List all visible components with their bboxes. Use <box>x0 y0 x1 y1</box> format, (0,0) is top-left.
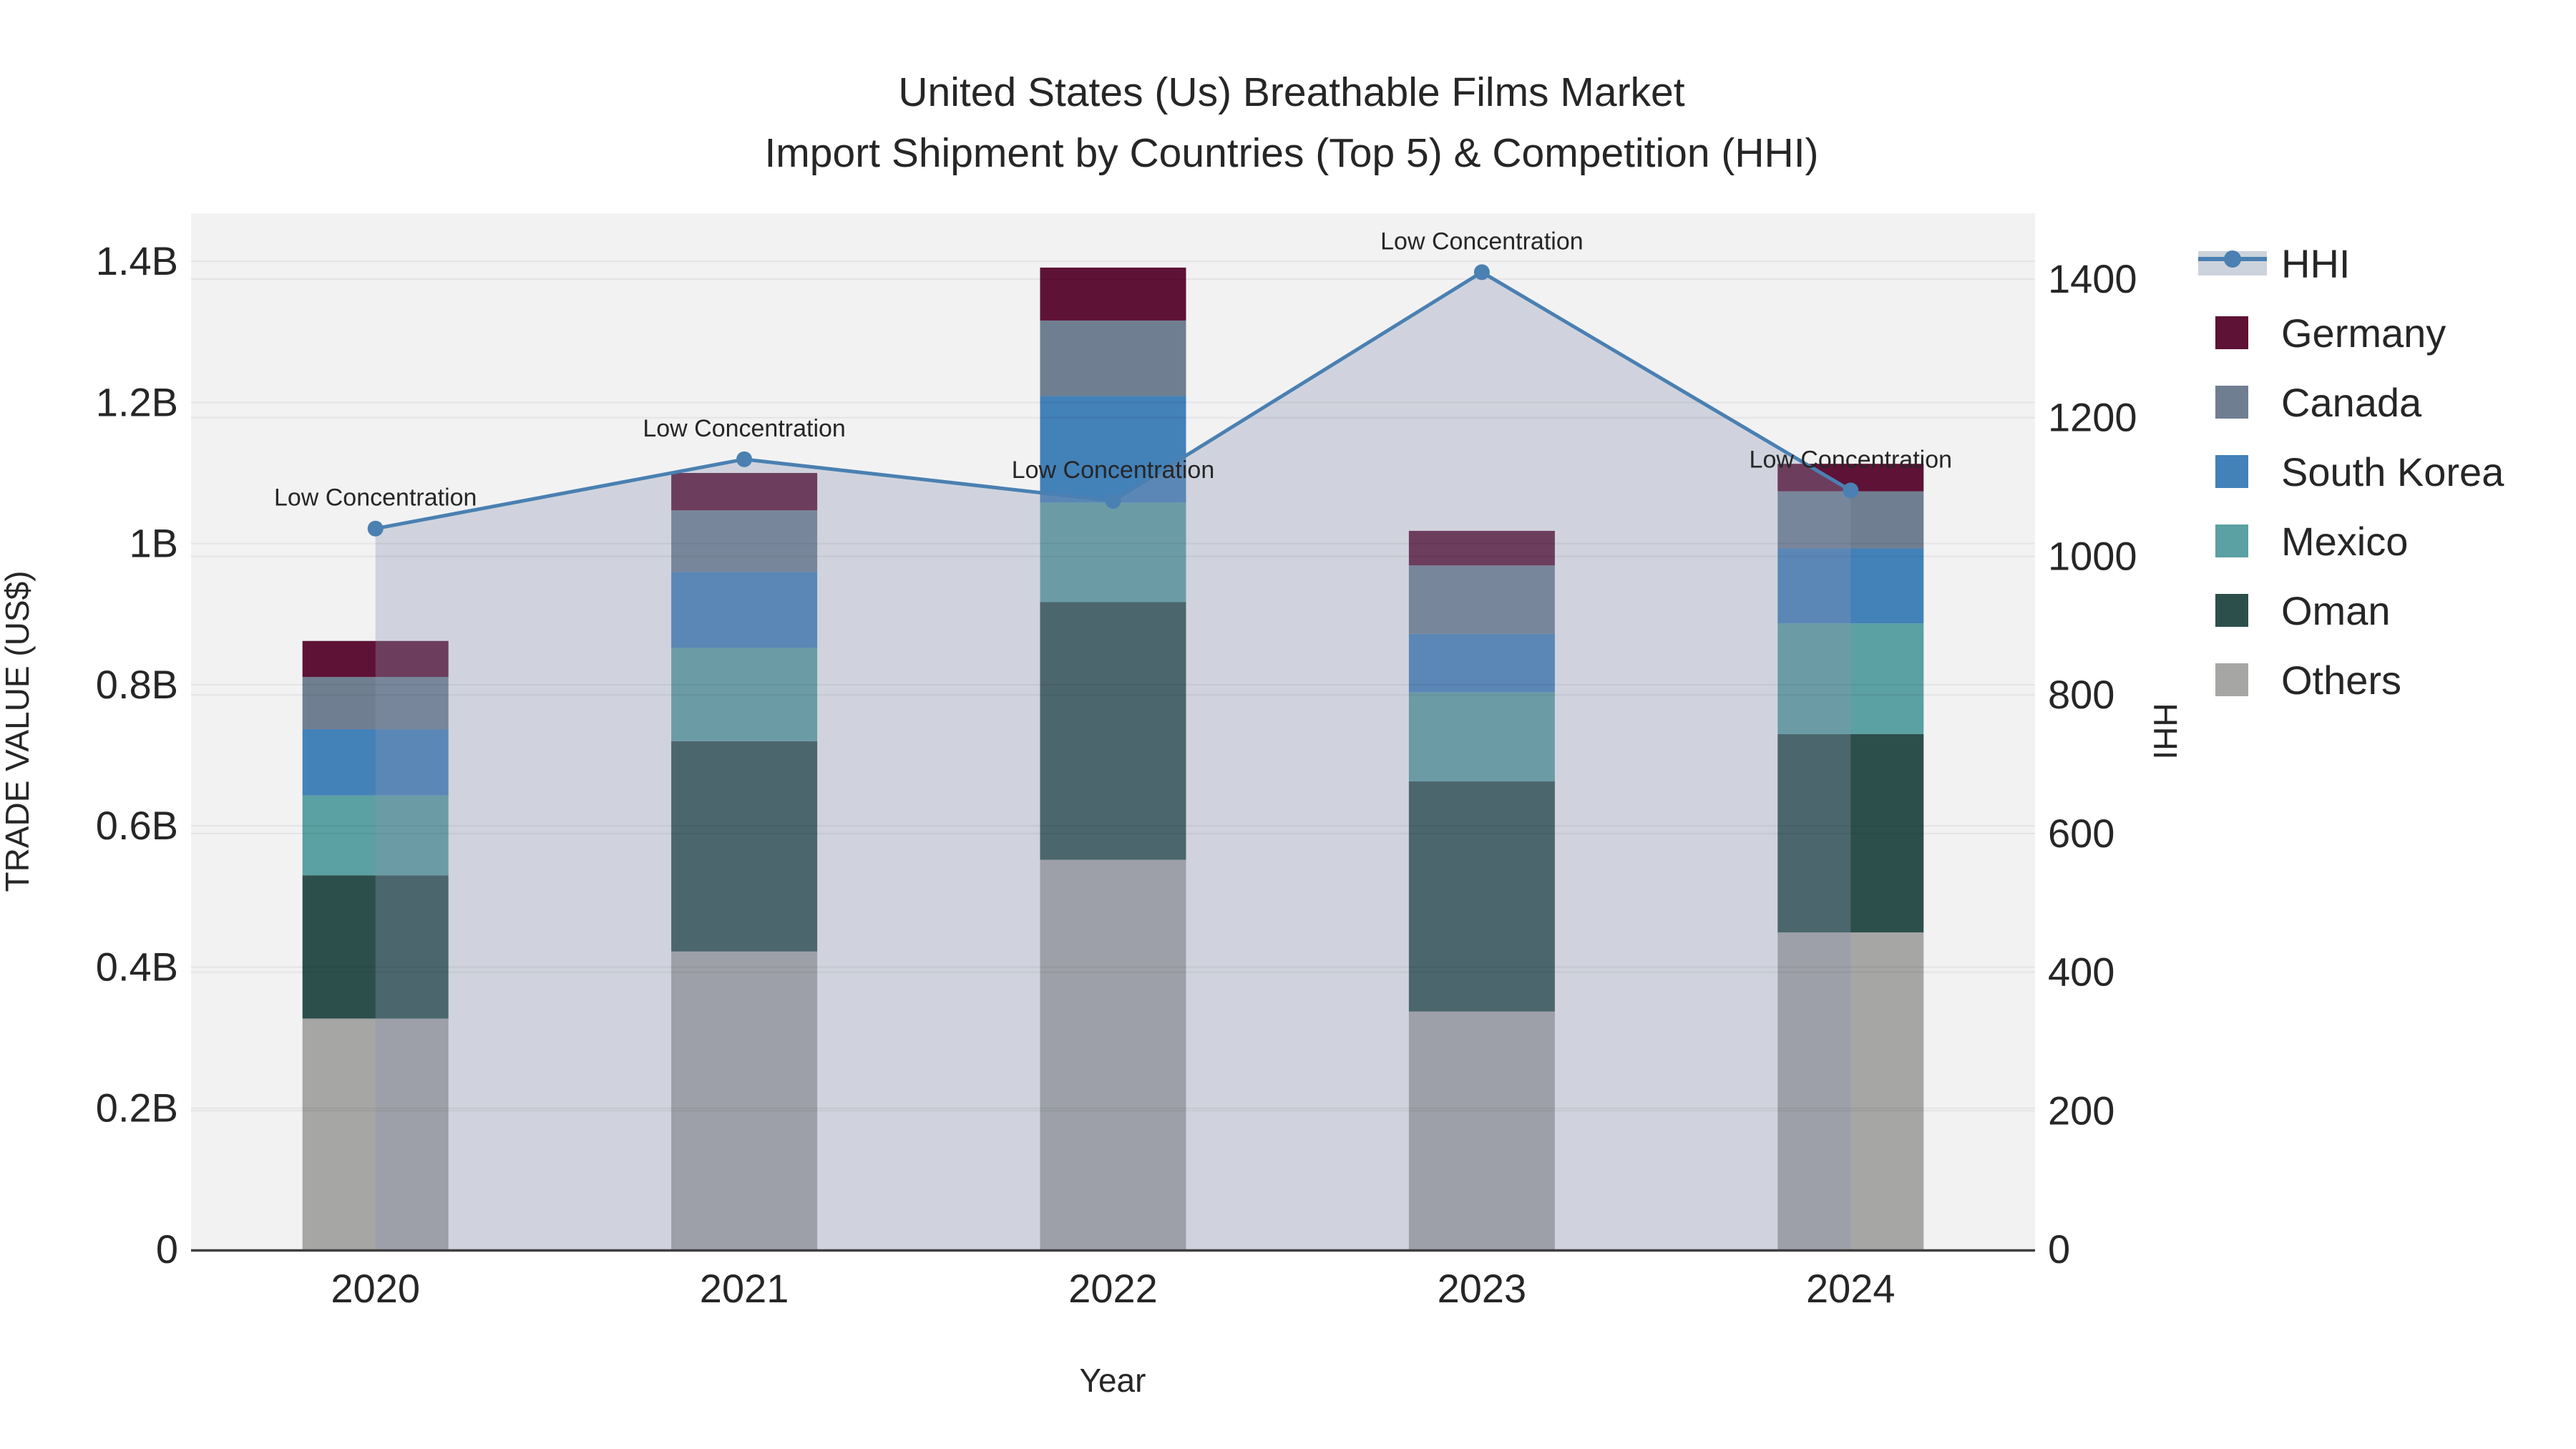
y-left-tick-0.8B: 0.8B <box>96 662 178 707</box>
legend-swatch-south-korea <box>2215 455 2248 488</box>
bar-segment-others-2023[interactable] <box>1408 1011 1555 1249</box>
legend-swatch-oman <box>2215 594 2248 627</box>
bar-segment-mexico-2023[interactable] <box>1408 692 1555 782</box>
legend-item-mexico[interactable]: Mexico <box>2215 519 2408 564</box>
legend-item-oman[interactable]: Oman <box>2215 588 2391 633</box>
x-tick-2024: 2024 <box>1806 1266 1896 1311</box>
legend-swatch-canada <box>2215 386 2248 419</box>
bar-segment-others-2022[interactable] <box>1040 859 1186 1249</box>
y-right-tick-1400: 1400 <box>2048 256 2137 301</box>
y-left-tick-0: 0 <box>156 1226 178 1272</box>
legend-label-mexico: Mexico <box>2281 519 2408 564</box>
hhi-point-2020[interactable] <box>367 520 384 537</box>
y-left-tick-0.6B: 0.6B <box>96 803 178 848</box>
bar-segment-canada-2022[interactable] <box>1040 320 1186 396</box>
legend: HHI Germany Canada South Korea Mexico Oman Oth… <box>2198 241 2504 703</box>
annotation-low-concentration-2022: Low Concentration <box>1012 457 1215 484</box>
y-left-tick-1B: 1B <box>130 521 179 566</box>
y-right-tick-0: 0 <box>2048 1226 2070 1272</box>
legend-item-south-korea[interactable]: South Korea <box>2215 449 2504 494</box>
hhi-point-2021[interactable] <box>736 451 753 467</box>
y-right-tick-800: 800 <box>2048 672 2114 717</box>
y-left-tick-1.2B: 1.2B <box>96 379 178 424</box>
bar-segment-oman-2024[interactable] <box>1777 733 1924 933</box>
bar-segment-others-2021[interactable] <box>671 951 818 1249</box>
bar-segment-canada-2023[interactable] <box>1408 565 1555 634</box>
bar-segment-germany-2021[interactable] <box>671 472 818 511</box>
bar-segment-germany-2023[interactable] <box>1408 530 1555 566</box>
bar-segment-canada-2021[interactable] <box>671 510 818 572</box>
bar-segment-mexico-2021[interactable] <box>671 648 818 741</box>
y-right-tick-1000: 1000 <box>2048 533 2137 578</box>
y-right-tick-600: 600 <box>2048 811 2114 856</box>
y-left-tick-1.4B: 1.4B <box>96 238 178 283</box>
legend-swatch-germany <box>2215 316 2248 349</box>
bar-segment-mexico-2022[interactable] <box>1040 502 1186 602</box>
legend-label-germany: Germany <box>2281 311 2446 356</box>
legend-item-others[interactable]: Others <box>2215 658 2401 703</box>
bar-segment-south-korea-2020[interactable] <box>302 729 449 796</box>
legend-label-hhi: HHI <box>2281 241 2350 286</box>
bar-segment-south-korea-2024[interactable] <box>1777 548 1924 624</box>
legend-label-others: Others <box>2281 658 2401 703</box>
bar-segment-mexico-2020[interactable] <box>302 795 449 876</box>
bar-segment-canada-2024[interactable] <box>1777 491 1924 549</box>
bar-segment-oman-2021[interactable] <box>671 741 818 952</box>
chart-title-line2: Import Shipment by Countries (Top 5) & C… <box>764 130 1818 176</box>
y-left-tick-0.4B: 0.4B <box>96 944 178 989</box>
hhi-point-2024[interactable] <box>1843 482 1859 499</box>
x-tick-2021: 2021 <box>700 1266 789 1311</box>
annotation-low-concentration-2024: Low Concentration <box>1750 446 1953 473</box>
legend-item-germany[interactable]: Germany <box>2215 311 2446 356</box>
y-right-tick-400: 400 <box>2048 950 2114 995</box>
annotation-low-concentration-2021: Low Concentration <box>643 415 846 442</box>
legend-swatch-others <box>2215 663 2248 696</box>
hhi-point-2023[interactable] <box>1473 264 1490 280</box>
y-left-axis-title: TRADE VALUE (US$) <box>0 570 36 892</box>
x-axis-title: Year <box>1080 1362 1146 1399</box>
hhi-point-2022[interactable] <box>1105 492 1121 509</box>
hhi-area-fill <box>375 272 1851 1249</box>
bar-segment-canada-2020[interactable] <box>302 677 449 730</box>
bar-segment-others-2024[interactable] <box>1777 932 1924 1249</box>
legend-item-hhi[interactable]: HHI <box>2198 241 2350 286</box>
chart-title-line1: United States (Us) Breathable Films Mark… <box>898 69 1684 115</box>
x-tick-2023: 2023 <box>1438 1266 1527 1311</box>
legend-hhi-marker <box>2224 250 2241 268</box>
bar-segment-south-korea-2021[interactable] <box>671 572 818 648</box>
x-tick-2020: 2020 <box>331 1266 420 1311</box>
legend-label-canada: Canada <box>2281 380 2422 425</box>
bar-segment-oman-2023[interactable] <box>1408 781 1555 1012</box>
legend-swatch-mexico <box>2215 525 2248 557</box>
y-right-tick-1200: 1200 <box>2048 395 2137 440</box>
bar-segment-oman-2022[interactable] <box>1040 602 1186 860</box>
legend-label-oman: Oman <box>2281 588 2391 633</box>
y-left-tick-0.2B: 0.2B <box>96 1085 178 1131</box>
x-tick-2022: 2022 <box>1068 1266 1158 1311</box>
bar-segment-germany-2022[interactable] <box>1040 267 1186 321</box>
bar-segment-oman-2020[interactable] <box>302 875 449 1019</box>
bar-segment-mexico-2024[interactable] <box>1777 623 1924 734</box>
bar-segment-others-2020[interactable] <box>302 1018 449 1249</box>
y-right-axis-title: HHI <box>2147 703 2184 759</box>
y-right-tick-200: 200 <box>2048 1088 2114 1133</box>
legend-item-canada[interactable]: Canada <box>2215 380 2422 425</box>
bar-segment-south-korea-2022[interactable] <box>1040 396 1186 503</box>
annotation-low-concentration-2020: Low Concentration <box>274 484 477 512</box>
annotation-low-concentration-2023: Low Concentration <box>1380 228 1584 255</box>
legend-label-south-korea: South Korea <box>2281 449 2504 494</box>
bar-segment-south-korea-2023[interactable] <box>1408 633 1555 693</box>
bar-segment-germany-2020[interactable] <box>302 640 449 678</box>
